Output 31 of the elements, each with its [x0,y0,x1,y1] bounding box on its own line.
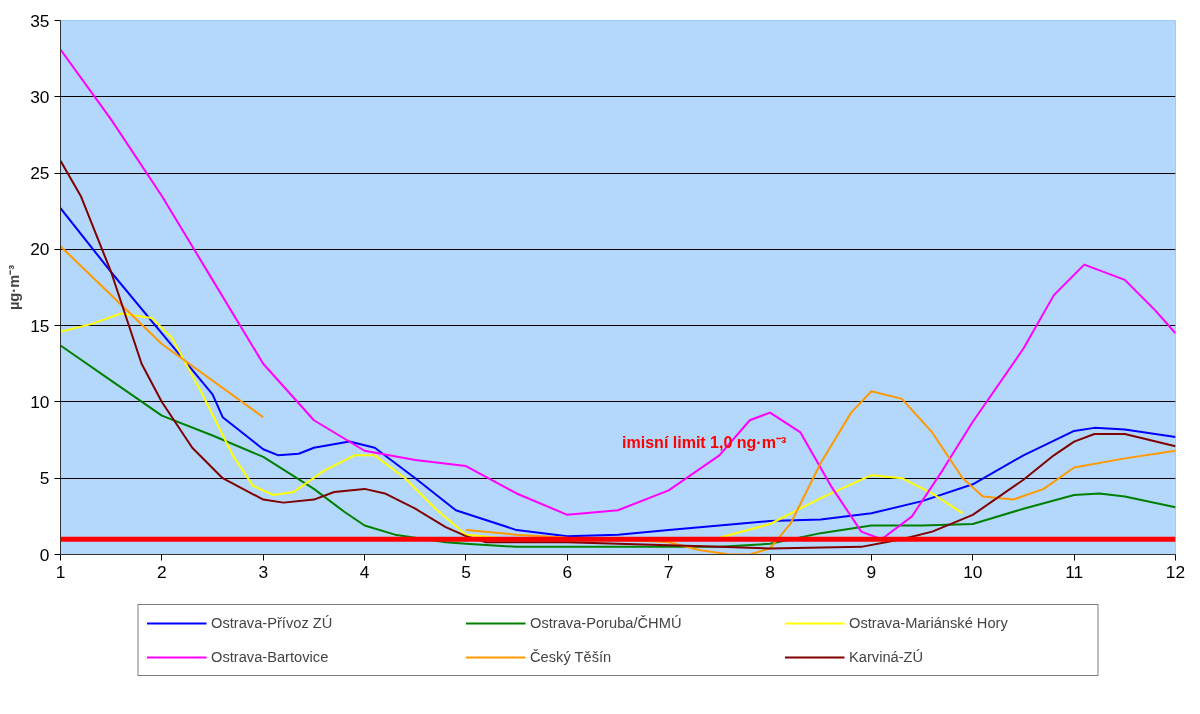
legend-label: Ostrava-Poruba/ČHMÚ [530,615,683,631]
x-tick-label: 4 [359,561,370,582]
x-tick-label: 9 [866,561,877,582]
x-tick-label: 11 [1065,561,1084,582]
line-series [60,344,1176,548]
y-tick-label: 25 [30,163,50,184]
x-tick-label: 6 [562,561,573,582]
y-tick-label: 30 [30,86,50,107]
y-tick-label: 20 [30,239,50,260]
legend-label: Ostrava-Mariánské Hory [849,615,1009,631]
y-tick-label: 35 [30,10,50,31]
legend-label: Ostrava-Bartovice [211,649,330,665]
y-tick-label: 15 [30,315,50,336]
y-tick-label: 0 [39,544,50,565]
x-tick-label: 7 [663,561,674,582]
y-axis-title: µg·m⁻³ [6,264,23,311]
x-tick-label: 1 [55,561,66,582]
legend-label: Český Těšín [530,649,613,665]
x-tick-label: 10 [963,561,983,582]
legend-label: Ostrava-Přívoz ZÚ [211,615,334,631]
legend-label: Karviná-ZÚ [849,649,925,665]
x-tick-label: 2 [157,561,167,582]
line-series [60,207,1176,538]
x-tick-label: 12 [1165,561,1186,582]
x-tick-label: 3 [258,561,269,582]
y-tick-label: 5 [39,468,50,489]
line-series [60,159,1176,550]
x-tick-label: 8 [765,561,775,582]
ref-line-label: imisní limit 1,0 ng·m⁻³ [622,434,787,452]
y-tick-label: 10 [30,391,50,412]
x-tick-label: 5 [461,561,471,582]
